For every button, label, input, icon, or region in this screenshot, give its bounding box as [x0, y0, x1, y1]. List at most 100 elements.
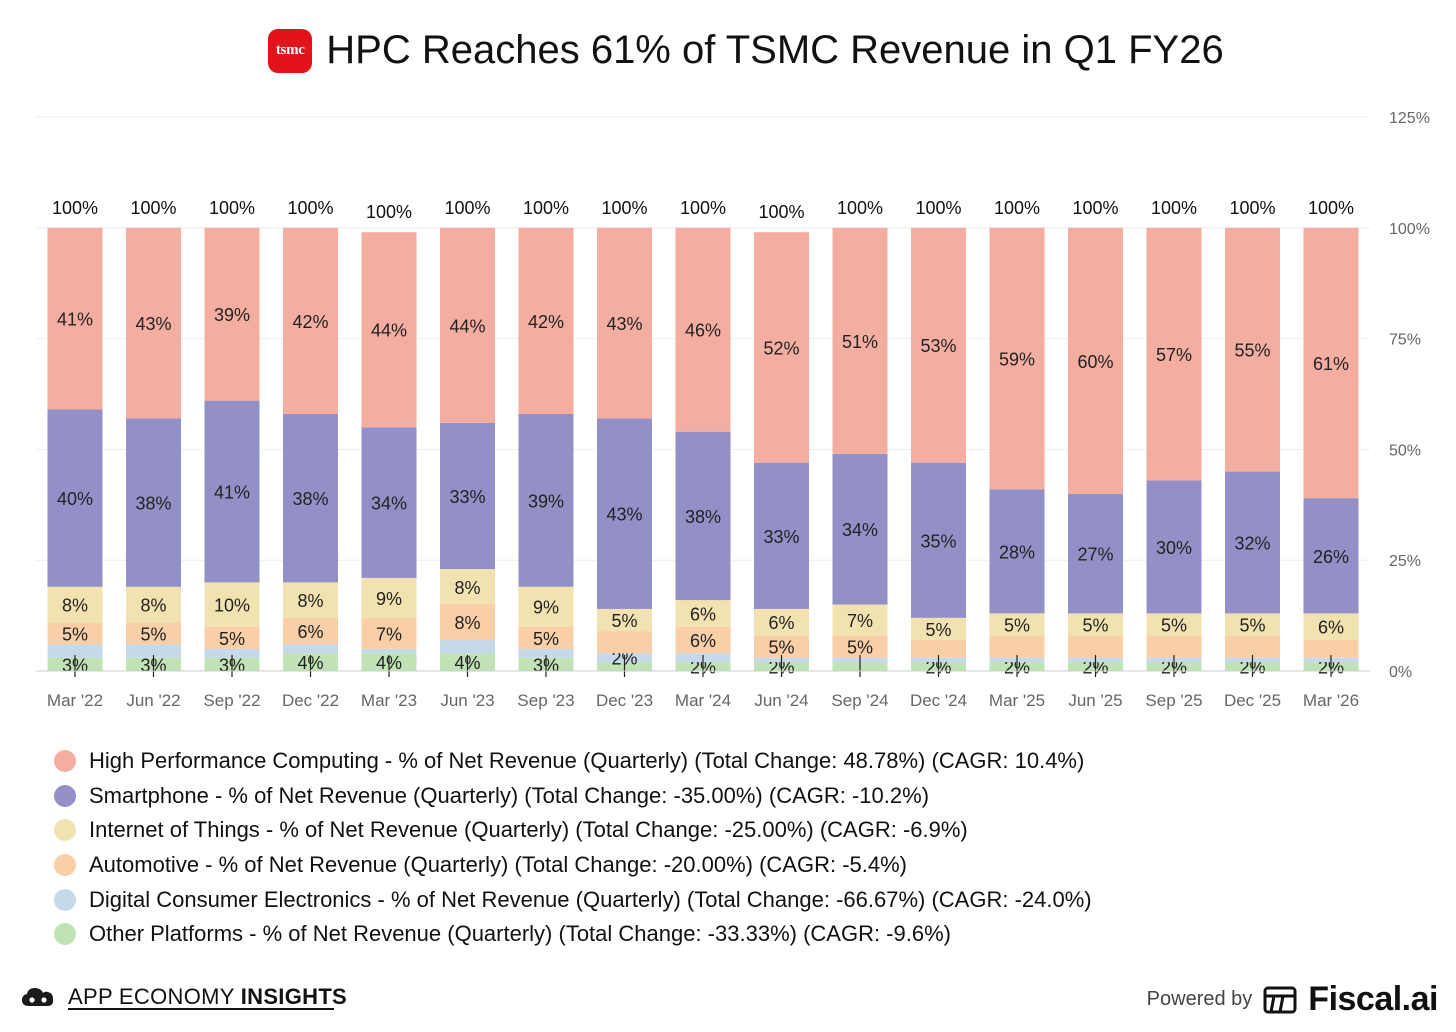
- data-label: 42%: [292, 312, 328, 332]
- legend-swatch: [54, 784, 76, 807]
- bar-segment: [361, 617, 417, 649]
- bar-segment: [1068, 635, 1123, 658]
- bar-segment: [126, 622, 181, 645]
- x-tick-label: Mar '26: [1303, 691, 1359, 710]
- data-label: 59%: [999, 350, 1035, 370]
- data-label: 7%: [847, 611, 873, 631]
- bar-segment: [911, 227, 966, 463]
- total-label: 100%: [1229, 198, 1275, 218]
- total-label: 100%: [758, 202, 804, 222]
- total-label: 100%: [1072, 198, 1118, 218]
- y-tick-label: 100%: [1389, 221, 1430, 238]
- legend-label: Internet of Things - % of Net Revenue (Q…: [89, 817, 968, 843]
- brand-name: APP ECONOMY INSIGHTS: [68, 984, 348, 1009]
- bar-segment: [911, 617, 966, 640]
- bar-segment: [754, 635, 809, 658]
- total-label: 100%: [209, 198, 255, 218]
- total-label: 100%: [837, 198, 883, 218]
- brand-underline: [68, 1008, 334, 1010]
- total-label: 100%: [1308, 198, 1354, 218]
- bar-segment: [283, 582, 338, 618]
- data-label: 41%: [214, 483, 250, 503]
- total-label: 100%: [680, 198, 726, 218]
- y-tick-label: 0%: [1389, 664, 1412, 681]
- bar-segment: [597, 227, 652, 419]
- data-label: 6%: [690, 604, 716, 624]
- bar-segment: [1225, 471, 1280, 614]
- bar-segment: [989, 227, 1045, 490]
- data-label: 60%: [1077, 352, 1113, 372]
- data-label: 33%: [449, 487, 485, 507]
- x-tick-label: Jun '23: [440, 691, 494, 710]
- bar-segment: [440, 422, 495, 570]
- legend-item: Automotive - % of Net Revenue (Quarterly…: [54, 848, 1092, 883]
- bar-segment: [47, 644, 103, 658]
- x-tick-label: Dec '24: [910, 691, 967, 710]
- bar-segment: [1068, 613, 1123, 636]
- bar-segment: [204, 227, 260, 401]
- data-label: 26%: [1313, 547, 1349, 567]
- legend-swatch: [54, 819, 76, 842]
- total-label: 100%: [130, 198, 176, 218]
- bar-segment: [361, 577, 417, 618]
- data-label: 43%: [135, 314, 171, 334]
- legend-label: Automotive - % of Net Revenue (Quarterly…: [89, 852, 907, 878]
- bar-segment: [47, 227, 103, 410]
- bar-segment: [989, 489, 1045, 614]
- x-tick-label: Jun '22: [126, 691, 180, 710]
- data-label: 9%: [376, 589, 402, 609]
- x-tick-label: Dec '23: [596, 691, 653, 710]
- cloud-icon: [22, 988, 54, 1006]
- bar-segment: [361, 427, 417, 578]
- bar-segment: [440, 639, 495, 654]
- bar-segment: [283, 644, 338, 654]
- bar-segment: [1146, 613, 1202, 636]
- fiscal-logo-icon: [1263, 986, 1297, 1013]
- data-label: 5%: [62, 624, 88, 644]
- x-tick-label: Mar '23: [361, 691, 417, 710]
- legend-label: Smartphone - % of Net Revenue (Quarterly…: [89, 782, 930, 808]
- legend-label: Digital Consumer Electronics - % of Net …: [89, 886, 1092, 912]
- bar-segment: [832, 635, 888, 658]
- powered-by: Powered by Fiscal.ai: [1147, 980, 1439, 1019]
- bar-segment: [283, 227, 338, 414]
- bar-segment: [989, 613, 1045, 636]
- data-label: 5%: [1004, 615, 1030, 635]
- bar-segment: [440, 569, 495, 605]
- total-label: 100%: [994, 198, 1040, 218]
- data-label: 5%: [1082, 615, 1108, 635]
- x-tick-label: Mar '24: [675, 691, 731, 710]
- bar-segment: [675, 626, 731, 654]
- legend-item: High Performance Computing - % of Net Re…: [54, 744, 1092, 779]
- bar-segment: [911, 462, 966, 618]
- data-label: 5%: [1239, 615, 1265, 635]
- data-label: 5%: [925, 620, 951, 640]
- data-label: 5%: [847, 638, 873, 658]
- total-label: 100%: [601, 198, 647, 218]
- bar-segment: [1068, 227, 1123, 494]
- data-label: 27%: [1077, 545, 1113, 565]
- legend-label: High Performance Computing - % of Net Re…: [89, 748, 1085, 774]
- stacked-bar-chart: 0%25%50%75%100%125%3%5%8%40%41%100%Mar '…: [36, 110, 1430, 710]
- legend-swatch: [54, 750, 76, 773]
- bar-segment: [597, 608, 652, 632]
- bar-segment: [126, 227, 181, 419]
- bar-segment: [832, 453, 888, 605]
- data-label: 28%: [999, 542, 1035, 562]
- bar-segment: [204, 626, 260, 649]
- chart-title: HPC Reaches 61% of TSMC Revenue in Q1 FY…: [326, 28, 1224, 72]
- total-label: 100%: [52, 198, 98, 218]
- legend-item: Internet of Things - % of Net Revenue (Q…: [54, 813, 1092, 848]
- y-tick-label: 25%: [1389, 553, 1421, 570]
- bar-segment: [675, 600, 731, 627]
- x-tick-label: Sep '25: [1145, 691, 1202, 710]
- data-label: 39%: [528, 491, 564, 511]
- data-label: 61%: [1313, 354, 1349, 374]
- bar-segment: [518, 626, 574, 649]
- data-label: 5%: [1161, 615, 1187, 635]
- bar-segment: [1303, 639, 1359, 658]
- data-label: 53%: [920, 336, 956, 356]
- bar-segment: [1225, 635, 1280, 658]
- total-label: 100%: [444, 198, 490, 218]
- legend-label: Other Platforms - % of Net Revenue (Quar…: [89, 921, 951, 947]
